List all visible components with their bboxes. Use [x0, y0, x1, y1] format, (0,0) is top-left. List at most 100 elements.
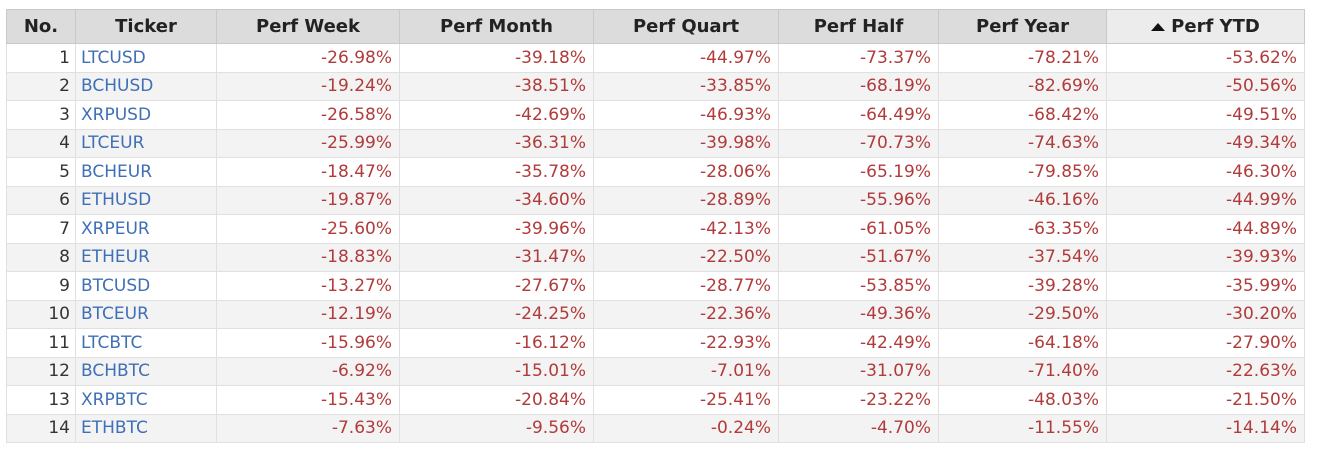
perf-month-cell: -31.47% — [399, 242, 594, 272]
perf-ytd-cell: -30.20% — [1106, 299, 1305, 329]
perf-quart-cell: -42.13% — [593, 214, 779, 244]
perf-ytd-cell: -46.30% — [1106, 157, 1305, 187]
row-number: 12 — [6, 356, 76, 386]
perf-month-cell: -20.84% — [399, 385, 594, 415]
ticker-link[interactable]: ETHBTC — [75, 413, 217, 443]
header-perf-month[interactable]: Perf Month — [399, 9, 594, 44]
row-number: 5 — [6, 157, 76, 187]
ticker-link[interactable]: XRPBTC — [75, 385, 217, 415]
row-number: 1 — [6, 43, 76, 73]
table-row[interactable]: 10 BTCEUR -12.19% -24.25% -22.36% -49.36% -29.… — [6, 299, 1305, 329]
ticker-link[interactable]: LTCEUR — [75, 128, 217, 158]
perf-week-cell: -13.27% — [216, 271, 400, 301]
table-row[interactable]: 2 BCHUSD -19.24% -38.51% -33.85% -68.19% -82.6… — [6, 71, 1305, 101]
perf-quart-cell: -28.06% — [593, 157, 779, 187]
perf-year-cell: -82.69% — [938, 71, 1107, 101]
perf-ytd-cell: -22.63% — [1106, 356, 1305, 386]
perf-month-cell: -15.01% — [399, 356, 594, 386]
perf-ytd-cell: -53.62% — [1106, 43, 1305, 73]
row-number: 7 — [6, 214, 76, 244]
perf-ytd-cell: -14.14% — [1106, 413, 1305, 443]
header-perf-ytd-label: Perf YTD — [1171, 16, 1260, 37]
ticker-link[interactable]: ETHEUR — [75, 242, 217, 272]
perf-half-cell: -65.19% — [778, 157, 939, 187]
perf-ytd-cell: -35.99% — [1106, 271, 1305, 301]
perf-month-cell: -35.78% — [399, 157, 594, 187]
table-row[interactable]: 11 LTCBTC -15.96% -16.12% -22.93% -42.49% -64.… — [6, 328, 1305, 358]
ticker-link[interactable]: BTCEUR — [75, 299, 217, 329]
perf-year-cell: -68.42% — [938, 100, 1107, 130]
perf-quart-cell: -22.93% — [593, 328, 779, 358]
perf-month-cell: -36.31% — [399, 128, 594, 158]
row-number: 2 — [6, 71, 76, 101]
row-number: 13 — [6, 385, 76, 415]
table-row[interactable]: 8 ETHEUR -18.83% -31.47% -22.50% -51.67% -37.5… — [6, 242, 1305, 272]
table-row[interactable]: 1 LTCUSD -26.98% -39.18% -44.97% -73.37% -78.2… — [6, 43, 1305, 73]
perf-week-cell: -18.47% — [216, 157, 400, 187]
perf-month-cell: -9.56% — [399, 413, 594, 443]
ticker-link[interactable]: BCHBTC — [75, 356, 217, 386]
perf-year-cell: -29.50% — [938, 299, 1107, 329]
perf-year-cell: -46.16% — [938, 185, 1107, 215]
perf-half-cell: -51.67% — [778, 242, 939, 272]
table-row[interactable]: 7 XRPEUR -25.60% -39.96% -42.13% -61.05% -63.3… — [6, 214, 1305, 244]
table-row[interactable]: 5 BCHEUR -18.47% -35.78% -28.06% -65.19% -79.8… — [6, 157, 1305, 187]
perf-half-cell: -73.37% — [778, 43, 939, 73]
ticker-link[interactable]: XRPEUR — [75, 214, 217, 244]
perf-half-cell: -4.70% — [778, 413, 939, 443]
table-row[interactable]: 4 LTCEUR -25.99% -36.31% -39.98% -70.73% -74.6… — [6, 128, 1305, 158]
table-row[interactable]: 6 ETHUSD -19.87% -34.60% -28.89% -55.96% -46.1… — [6, 185, 1305, 215]
ticker-link[interactable]: BCHEUR — [75, 157, 217, 187]
row-number: 10 — [6, 299, 76, 329]
performance-table: No. Ticker Perf Week Perf Month Perf Qua… — [6, 9, 1305, 443]
perf-year-cell: -37.54% — [938, 242, 1107, 272]
perf-half-cell: -70.73% — [778, 128, 939, 158]
perf-quart-cell: -22.36% — [593, 299, 779, 329]
perf-half-cell: -31.07% — [778, 356, 939, 386]
table-row[interactable]: 14 ETHBTC -7.63% -9.56% -0.24% -4.70% -11.55% -… — [6, 413, 1305, 443]
ticker-link[interactable]: XRPUSD — [75, 100, 217, 130]
perf-half-cell: -42.49% — [778, 328, 939, 358]
perf-year-cell: -48.03% — [938, 385, 1107, 415]
perf-year-cell: -71.40% — [938, 356, 1107, 386]
perf-year-cell: -11.55% — [938, 413, 1107, 443]
table-row[interactable]: 3 XRPUSD -26.58% -42.69% -46.93% -64.49% -68.4… — [6, 100, 1305, 130]
ticker-link[interactable]: LTCUSD — [75, 43, 217, 73]
perf-half-cell: -68.19% — [778, 71, 939, 101]
ticker-link[interactable]: LTCBTC — [75, 328, 217, 358]
perf-quart-cell: -0.24% — [593, 413, 779, 443]
perf-week-cell: -15.96% — [216, 328, 400, 358]
screener-table-container: No. Ticker Perf Week Perf Month Perf Qua… — [6, 9, 1305, 443]
ticker-link[interactable]: ETHUSD — [75, 185, 217, 215]
table-row[interactable]: 12 BCHBTC -6.92% -15.01% -7.01% -31.07% -71.40… — [6, 356, 1305, 386]
ticker-link[interactable]: BTCUSD — [75, 271, 217, 301]
perf-week-cell: -12.19% — [216, 299, 400, 329]
header-perf-week[interactable]: Perf Week — [216, 9, 400, 44]
perf-year-cell: -63.35% — [938, 214, 1107, 244]
perf-ytd-cell: -21.50% — [1106, 385, 1305, 415]
ticker-link[interactable]: BCHUSD — [75, 71, 217, 101]
perf-ytd-cell: -39.93% — [1106, 242, 1305, 272]
header-perf-ytd[interactable]: Perf YTD — [1106, 9, 1305, 44]
perf-half-cell: -55.96% — [778, 185, 939, 215]
header-ticker[interactable]: Ticker — [75, 9, 217, 44]
perf-quart-cell: -22.50% — [593, 242, 779, 272]
perf-month-cell: -42.69% — [399, 100, 594, 130]
perf-month-cell: -24.25% — [399, 299, 594, 329]
header-no[interactable]: No. — [6, 9, 76, 44]
perf-month-cell: -34.60% — [399, 185, 594, 215]
header-perf-half[interactable]: Perf Half — [778, 9, 939, 44]
perf-month-cell: -38.51% — [399, 71, 594, 101]
row-number: 14 — [6, 413, 76, 443]
perf-week-cell: -7.63% — [216, 413, 400, 443]
perf-ytd-cell: -44.99% — [1106, 185, 1305, 215]
perf-ytd-cell: -50.56% — [1106, 71, 1305, 101]
header-perf-quart[interactable]: Perf Quart — [593, 9, 779, 44]
header-perf-year[interactable]: Perf Year — [938, 9, 1107, 44]
row-number: 8 — [6, 242, 76, 272]
row-number: 11 — [6, 328, 76, 358]
table-row[interactable]: 13 XRPBTC -15.43% -20.84% -25.41% -23.22% -48.… — [6, 385, 1305, 415]
table-row[interactable]: 9 BTCUSD -13.27% -27.67% -28.77% -53.85% -39.2… — [6, 271, 1305, 301]
perf-half-cell: -23.22% — [778, 385, 939, 415]
perf-week-cell: -26.98% — [216, 43, 400, 73]
